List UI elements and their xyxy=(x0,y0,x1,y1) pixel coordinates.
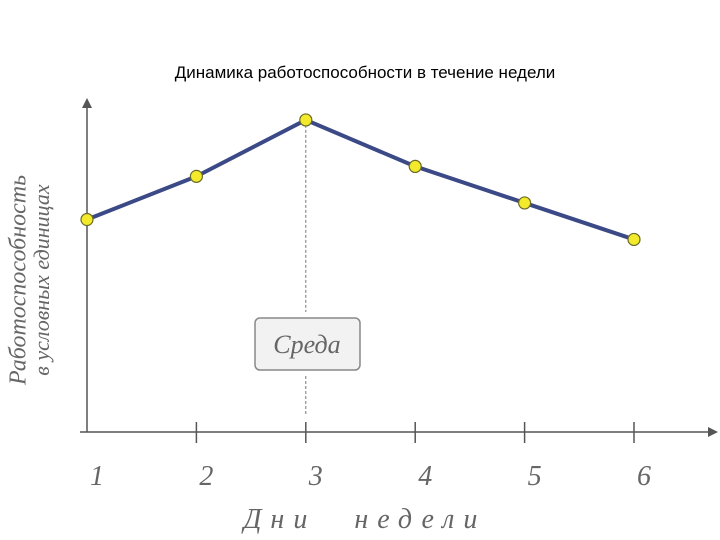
x-tick-label: 6 xyxy=(637,461,651,492)
point xyxy=(80,212,94,227)
point xyxy=(627,232,641,247)
annotation-box xyxy=(254,317,361,371)
annotation-text: Среда xyxy=(273,330,340,359)
chart-title: Динамика работоспособности в течение нед… xyxy=(175,63,556,82)
point xyxy=(517,196,532,210)
x-tick-label: 5 xyxy=(528,461,542,492)
point xyxy=(189,169,203,183)
y-axis-label: в условных единицах xyxy=(29,184,54,376)
x-tick-label: 3 xyxy=(308,461,323,492)
x-tick-label: 4 xyxy=(418,461,432,492)
point xyxy=(408,159,422,173)
line xyxy=(86,117,635,242)
y-axis-label: Работоспособность xyxy=(6,175,32,386)
x-axis-label: Дни недели xyxy=(241,504,487,535)
x-tick-label: 1 xyxy=(90,461,104,492)
x-tick-label: 2 xyxy=(199,461,213,492)
point xyxy=(299,113,313,127)
